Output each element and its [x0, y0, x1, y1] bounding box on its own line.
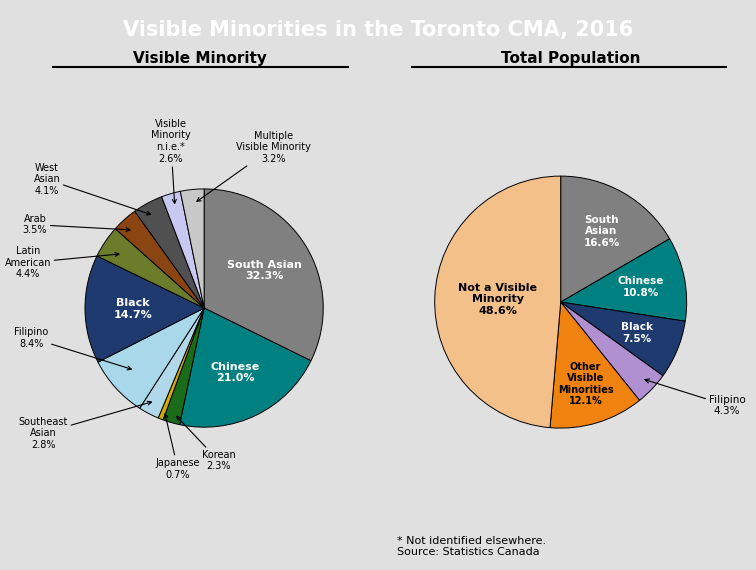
Wedge shape: [158, 308, 204, 420]
Text: South
Asian
16.6%: South Asian 16.6%: [584, 214, 620, 248]
Text: Southeast
Asian
2.8%: Southeast Asian 2.8%: [19, 401, 151, 450]
Wedge shape: [561, 302, 663, 400]
Wedge shape: [163, 308, 204, 425]
Text: Black
7.5%: Black 7.5%: [621, 322, 652, 344]
Text: Filipino
8.4%: Filipino 8.4%: [14, 327, 132, 370]
Text: Korean
2.3%: Korean 2.3%: [177, 416, 235, 471]
Text: Total Population: Total Population: [501, 51, 640, 66]
Text: Arab
3.5%: Arab 3.5%: [23, 214, 130, 235]
Wedge shape: [115, 211, 204, 308]
Text: Filipino
4.3%: Filipino 4.3%: [645, 379, 745, 416]
Wedge shape: [98, 308, 204, 408]
Wedge shape: [435, 176, 561, 428]
Text: Japanese
0.7%: Japanese 0.7%: [156, 414, 200, 480]
Wedge shape: [181, 189, 204, 308]
Wedge shape: [204, 189, 324, 361]
Text: Multiple
Visible Minority
3.2%: Multiple Visible Minority 3.2%: [197, 131, 311, 201]
Wedge shape: [140, 308, 204, 418]
Text: South Asian
32.3%: South Asian 32.3%: [228, 259, 302, 281]
Text: Visible Minorities in the Toronto CMA, 2016: Visible Minorities in the Toronto CMA, 2…: [123, 20, 633, 40]
Wedge shape: [135, 197, 204, 308]
Text: Not a Visible
Minority
48.6%: Not a Visible Minority 48.6%: [458, 283, 538, 316]
Wedge shape: [561, 176, 670, 302]
Text: Visible
Minority
n.i.e.*
2.6%: Visible Minority n.i.e.* 2.6%: [151, 119, 191, 203]
Wedge shape: [162, 192, 204, 308]
Text: Chinese
21.0%: Chinese 21.0%: [211, 361, 260, 383]
Wedge shape: [561, 239, 686, 321]
Wedge shape: [97, 229, 204, 308]
Text: Other
Visible
Minorities
12.1%: Other Visible Minorities 12.1%: [558, 361, 613, 406]
Wedge shape: [85, 256, 204, 362]
Text: Visible Minority: Visible Minority: [133, 51, 268, 66]
Text: Chinese
10.8%: Chinese 10.8%: [618, 276, 665, 298]
Wedge shape: [550, 302, 640, 428]
Wedge shape: [561, 302, 685, 376]
Wedge shape: [180, 308, 311, 427]
Text: * Not identified elsewhere.
Source: Statistics Canada: * Not identified elsewhere. Source: Stat…: [397, 536, 546, 557]
Text: Black
14.7%: Black 14.7%: [113, 298, 152, 320]
Text: Latin
American
4.4%: Latin American 4.4%: [5, 246, 119, 279]
Text: West
Asian
4.1%: West Asian 4.1%: [33, 163, 150, 215]
